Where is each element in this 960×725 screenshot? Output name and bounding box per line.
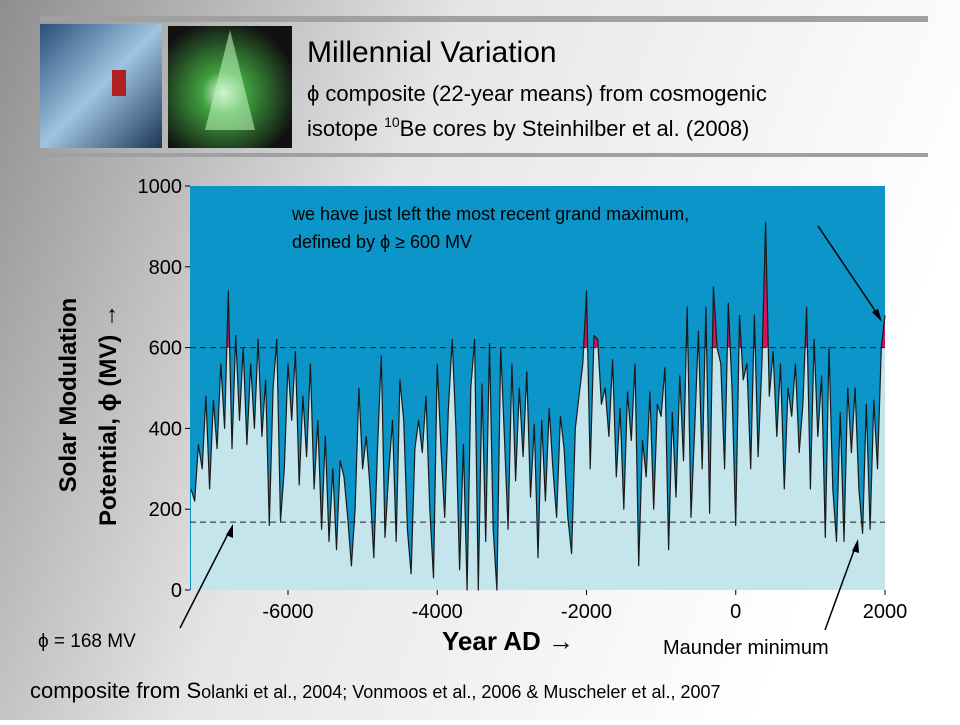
title: Millennial Variation (307, 36, 557, 69)
x-tick-label: 0 (730, 601, 741, 623)
subtitle: ϕ composite (22-year means) from cosmoge… (307, 81, 767, 106)
subtitle-part: Be cores by Steinhilber et al. (2008) (400, 116, 750, 141)
arrow (824, 544, 857, 631)
y-tick-label: 600 (149, 338, 182, 360)
y-tick-label: 200 (149, 499, 182, 521)
x-tick-label: -2000 (561, 601, 612, 623)
annotation: Maunder minimum (663, 637, 829, 659)
top-rule (40, 16, 928, 22)
y-axis-label: Potential, ϕ (MV) → (95, 304, 122, 526)
y-tick-label: 1000 (138, 176, 183, 198)
y-axis-label: Solar Modulation (55, 298, 82, 493)
arrow (817, 225, 881, 319)
bottom-rule (40, 153, 928, 157)
annotation: ϕ = 168 MV (38, 631, 136, 652)
arrowhead (226, 524, 233, 538)
x-tick-label: -4000 (412, 601, 463, 623)
x-tick-label: -6000 (262, 601, 313, 623)
footer-part: olanki et al., 2004; Vonmoos et al., 200… (201, 682, 720, 702)
annotation: we have just left the most recent grand … (291, 204, 689, 224)
subtitle: isotope 10Be cores by Steinhilber et al.… (307, 114, 749, 141)
arrowhead (852, 539, 859, 553)
arrowhead (872, 309, 882, 322)
photo-detail (112, 70, 126, 96)
subtitle-part: isotope (307, 116, 384, 141)
annotation: defined by ϕ ≥ 600 MV (292, 232, 472, 252)
y-tick-label: 0 (171, 580, 182, 602)
series-line (190, 221, 886, 591)
x-tick-label: 2000 (863, 601, 908, 623)
plot (190, 186, 886, 591)
y-tick-label: 400 (149, 418, 182, 440)
photo-cone (205, 30, 255, 130)
superscript: 10 (384, 114, 400, 130)
photo-detector (40, 24, 162, 148)
arrow (179, 529, 231, 629)
footer: composite from Solanki et al., 2004; Von… (30, 678, 721, 703)
y-tick-label: 800 (149, 257, 182, 279)
footer-part: composite from S (30, 678, 201, 703)
x-axis-label: Year AD → (442, 626, 574, 656)
